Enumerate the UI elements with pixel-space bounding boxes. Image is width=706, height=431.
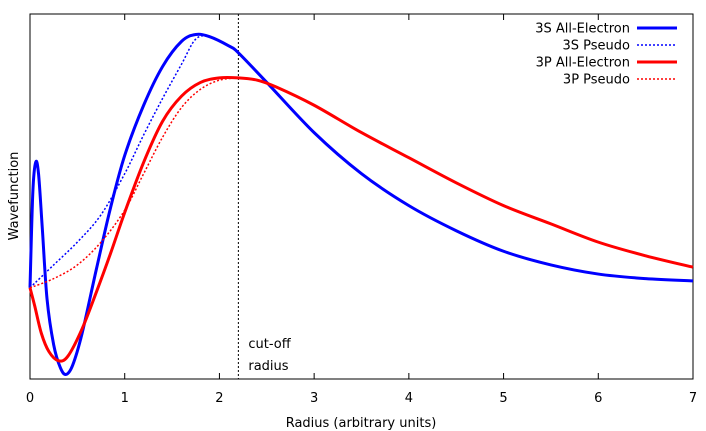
legend-label-3p-pseudo: 3P Pseudo [563, 73, 630, 88]
series-line-3s-pseudo [29, 35, 239, 289]
x-tick-label: 3 [310, 391, 318, 406]
x-tick-label: 6 [594, 391, 602, 406]
cutoff-label: radius [248, 359, 288, 374]
x-axis-ticks: 0 1 2 3 4 5 6 7 [26, 14, 697, 406]
legend-label-3p-all-electron: 3P All-Electron [536, 56, 630, 71]
y-axis-label: Wavefunction [7, 152, 22, 241]
cutoff-annotation: cut-off radius [237, 14, 292, 379]
series-line-3p-all-electron [28, 75, 694, 363]
x-tick-label: 2 [215, 391, 223, 406]
x-tick-label: 5 [499, 391, 507, 406]
x-tick-label: 4 [405, 391, 413, 406]
plot-frame [29, 13, 694, 380]
cutoff-label: cut-off [248, 337, 291, 352]
legend: 3S All-Electron 3S Pseudo 3P All-Electron 3… [535, 22, 677, 88]
legend-label-3s-all-electron: 3S All-Electron [535, 22, 630, 37]
series-lines [28, 32, 694, 376]
x-tick-label: 0 [26, 391, 34, 406]
legend-label-3s-pseudo: 3S Pseudo [563, 39, 631, 54]
x-tick-label: 7 [689, 391, 697, 406]
series-line-3p-pseudo [29, 77, 239, 289]
x-axis-label: Radius (arbitrary units) [286, 416, 437, 431]
series-line-3s-all-electron [28, 32, 694, 376]
x-tick-label: 1 [121, 391, 129, 406]
